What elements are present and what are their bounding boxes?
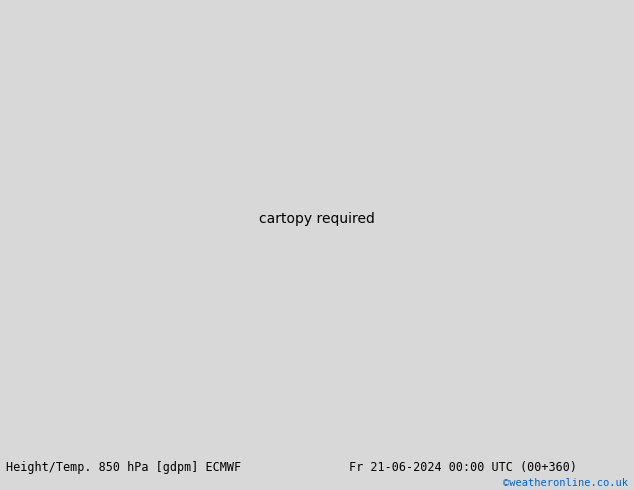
Text: Fr 21-06-2024 00:00 UTC (00+360): Fr 21-06-2024 00:00 UTC (00+360) (349, 462, 577, 474)
Text: ©weatheronline.co.uk: ©weatheronline.co.uk (503, 478, 628, 488)
Text: cartopy required: cartopy required (259, 212, 375, 226)
Text: Height/Temp. 850 hPa [gdpm] ECMWF: Height/Temp. 850 hPa [gdpm] ECMWF (6, 462, 242, 474)
